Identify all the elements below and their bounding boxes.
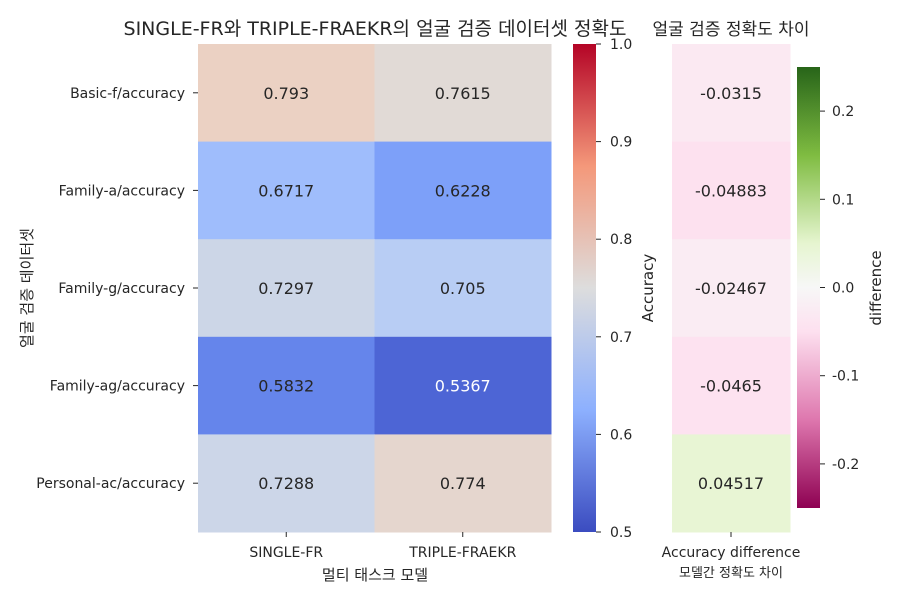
difference-colorbar-label: difference xyxy=(867,250,885,325)
difference-colorbar-tick-label: 0.1 xyxy=(832,192,854,208)
diff-heatmap-cell xyxy=(672,336,791,435)
main-heatmap-cell-label: 0.5832 xyxy=(258,377,314,396)
main-heatmap-cell xyxy=(198,141,375,240)
accuracy-colorbar-tick-label: 0.6 xyxy=(610,427,632,443)
main-heatmap-cell-label: 0.7615 xyxy=(435,84,491,103)
diff-heatmap-title: 얼굴 검증 정확도 차이 xyxy=(653,20,810,40)
diff-heatmap-cell-label: -0.04883 xyxy=(695,181,767,200)
diff-heatmap-cell xyxy=(672,434,791,533)
main-heatmap-y-tick-label: Personal-ac/accuracy xyxy=(36,476,185,492)
main-heatmap-cell xyxy=(374,434,552,533)
difference-colorbar-tick-label: 0.0 xyxy=(832,281,854,297)
accuracy-colorbar-tick-label: 0.8 xyxy=(610,232,632,248)
main-heatmap-y-ticks: Basic-f/accuracy Family-a/accuracy Family-… xyxy=(36,86,198,492)
accuracy-colorbar xyxy=(573,44,596,532)
diff-heatmap-cell-label: -0.02467 xyxy=(695,279,767,298)
diff-heatmap-cell xyxy=(672,44,791,143)
main-heatmap-ylabel: 얼굴 검증 데이터셋 xyxy=(18,228,36,348)
main-heatmap-cell-label: 0.6717 xyxy=(258,181,314,200)
main-heatmap-cell-label: 0.7288 xyxy=(258,474,314,493)
diff-heatmap-cell-label: -0.0465 xyxy=(700,377,762,396)
diff-heatmap-cell xyxy=(672,239,791,338)
main-heatmap-cell xyxy=(374,239,552,338)
diff-heatmap-x-tick-label: Accuracy difference xyxy=(662,545,801,561)
main-heatmap-cell-label: 0.5367 xyxy=(435,377,491,396)
main-heatmap-cell-label: 0.774 xyxy=(440,474,486,493)
main-heatmap-y-tick-label: Basic-f/accuracy xyxy=(70,86,185,102)
difference-colorbar-tick-label: -0.1 xyxy=(832,369,859,385)
accuracy-colorbar-ticks: 0.5 0.6 0.7 0.8 0.9 1.0 xyxy=(596,37,632,541)
diff-heatmap-cell-label: 0.04517 xyxy=(698,474,764,493)
accuracy-colorbar-tick-label: 0.9 xyxy=(610,135,632,151)
main-heatmap-title: SINGLE-FR와 TRIPLE-FRAEKR의 얼굴 검증 데이터셋 정확도 xyxy=(124,18,627,40)
main-heatmap: 0.793 0.7615 0.6717 0.6228 0.7297 0.705 0.5832… xyxy=(198,44,552,533)
accuracy-colorbar-tick-label: 0.7 xyxy=(610,330,632,346)
diff-heatmap-x-ticks: Accuracy difference xyxy=(662,532,801,561)
main-heatmap-cell xyxy=(198,239,375,338)
main-heatmap-cell-label: 0.793 xyxy=(263,84,309,103)
difference-colorbar-tick-label: -0.2 xyxy=(832,457,859,473)
main-heatmap-cell-label: 0.6228 xyxy=(435,181,491,200)
difference-colorbar xyxy=(797,67,820,508)
accuracy-colorbar-tick-label: 1.0 xyxy=(610,37,632,53)
main-heatmap-cell-label: 0.705 xyxy=(440,279,486,298)
diff-heatmap-cell xyxy=(672,141,791,240)
main-heatmap-y-tick-label: Family-g/accuracy xyxy=(58,281,185,297)
main-heatmap-cell xyxy=(374,141,552,240)
diff-heatmap-xlabel: 모델간 정확도 차이 xyxy=(679,566,783,581)
accuracy-colorbar-tick-label: 0.5 xyxy=(610,525,632,541)
main-heatmap-cell-label: 0.7297 xyxy=(258,279,314,298)
diff-heatmap-cell-label: -0.0315 xyxy=(700,84,762,103)
main-heatmap-xlabel: 멀티 태스크 모델 xyxy=(322,566,428,584)
accuracy-colorbar-label: Accuracy xyxy=(639,254,657,323)
main-heatmap-cell xyxy=(374,44,552,143)
main-heatmap-cell xyxy=(198,44,375,143)
main-heatmap-x-tick-label: TRIPLE-FRAEKR xyxy=(408,545,516,561)
diff-heatmap: -0.0315 -0.04883 -0.02467 -0.0465 0.04517 xyxy=(672,44,791,533)
difference-colorbar-tick-label: 0.2 xyxy=(832,104,854,120)
main-heatmap-cell xyxy=(374,336,552,435)
main-heatmap-y-tick-label: Family-a/accuracy xyxy=(59,183,185,199)
main-heatmap-x-tick-label: SINGLE-FR xyxy=(249,545,323,561)
main-heatmap-cell xyxy=(198,336,375,435)
difference-colorbar-ticks: 0.2 0.1 0.0 -0.1 -0.2 xyxy=(820,104,859,473)
main-heatmap-y-tick-label: Family-ag/accuracy xyxy=(50,379,185,395)
main-heatmap-x-ticks: SINGLE-FR TRIPLE-FRAEKR xyxy=(249,532,517,561)
main-heatmap-cell xyxy=(198,434,375,533)
